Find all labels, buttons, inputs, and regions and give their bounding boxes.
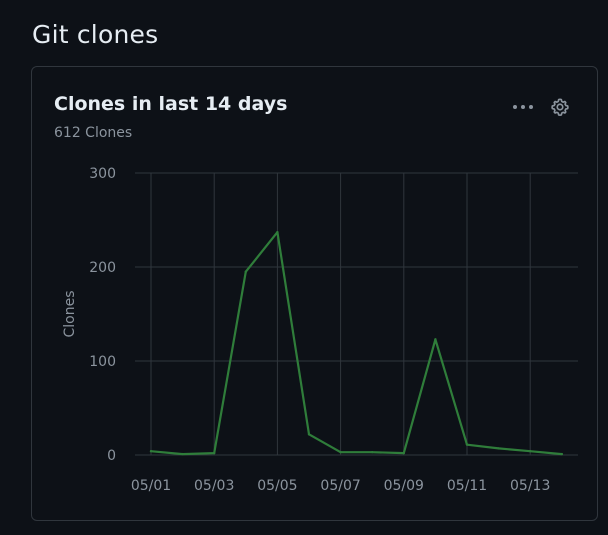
more-horizontal-icon	[513, 105, 533, 109]
data-point	[560, 452, 563, 456]
card-subtitle: 612 Clones	[54, 125, 133, 141]
y-tick-label: 200	[89, 260, 116, 276]
data-point	[276, 231, 279, 234]
x-tick-label: 05/01	[131, 478, 171, 494]
data-point	[371, 450, 374, 454]
data-point	[402, 451, 405, 455]
clones-card: Clones in last 14 days 612 Clones	[31, 66, 598, 521]
clones-series-line	[149, 231, 563, 456]
gear-icon	[551, 98, 569, 116]
x-tick-label: 05/11	[447, 478, 487, 494]
data-point	[529, 450, 532, 453]
x-tick-label: 05/03	[194, 478, 234, 494]
data-point	[497, 447, 500, 450]
x-tick-label: 05/05	[257, 478, 297, 494]
data-point	[213, 451, 216, 455]
data-point	[307, 433, 311, 436]
card-title: Clones in last 14 days	[54, 93, 288, 115]
y-tick-label: 300	[89, 166, 116, 182]
y-tick-label: 100	[89, 354, 116, 370]
y-tick-label: 0	[107, 448, 116, 464]
settings-button[interactable]	[548, 95, 572, 119]
more-options-button[interactable]	[511, 95, 535, 119]
data-point	[465, 443, 469, 446]
data-point	[434, 338, 437, 341]
x-tick-label: 05/09	[384, 478, 424, 494]
data-point	[149, 450, 153, 453]
x-tick-label: 05/07	[320, 478, 360, 494]
data-point	[181, 452, 184, 456]
data-point	[339, 450, 342, 454]
page-title: Git clones	[32, 20, 159, 49]
data-point	[244, 270, 247, 273]
x-tick-label: 05/13	[510, 478, 550, 494]
y-axis-title: Clones	[62, 290, 78, 337]
